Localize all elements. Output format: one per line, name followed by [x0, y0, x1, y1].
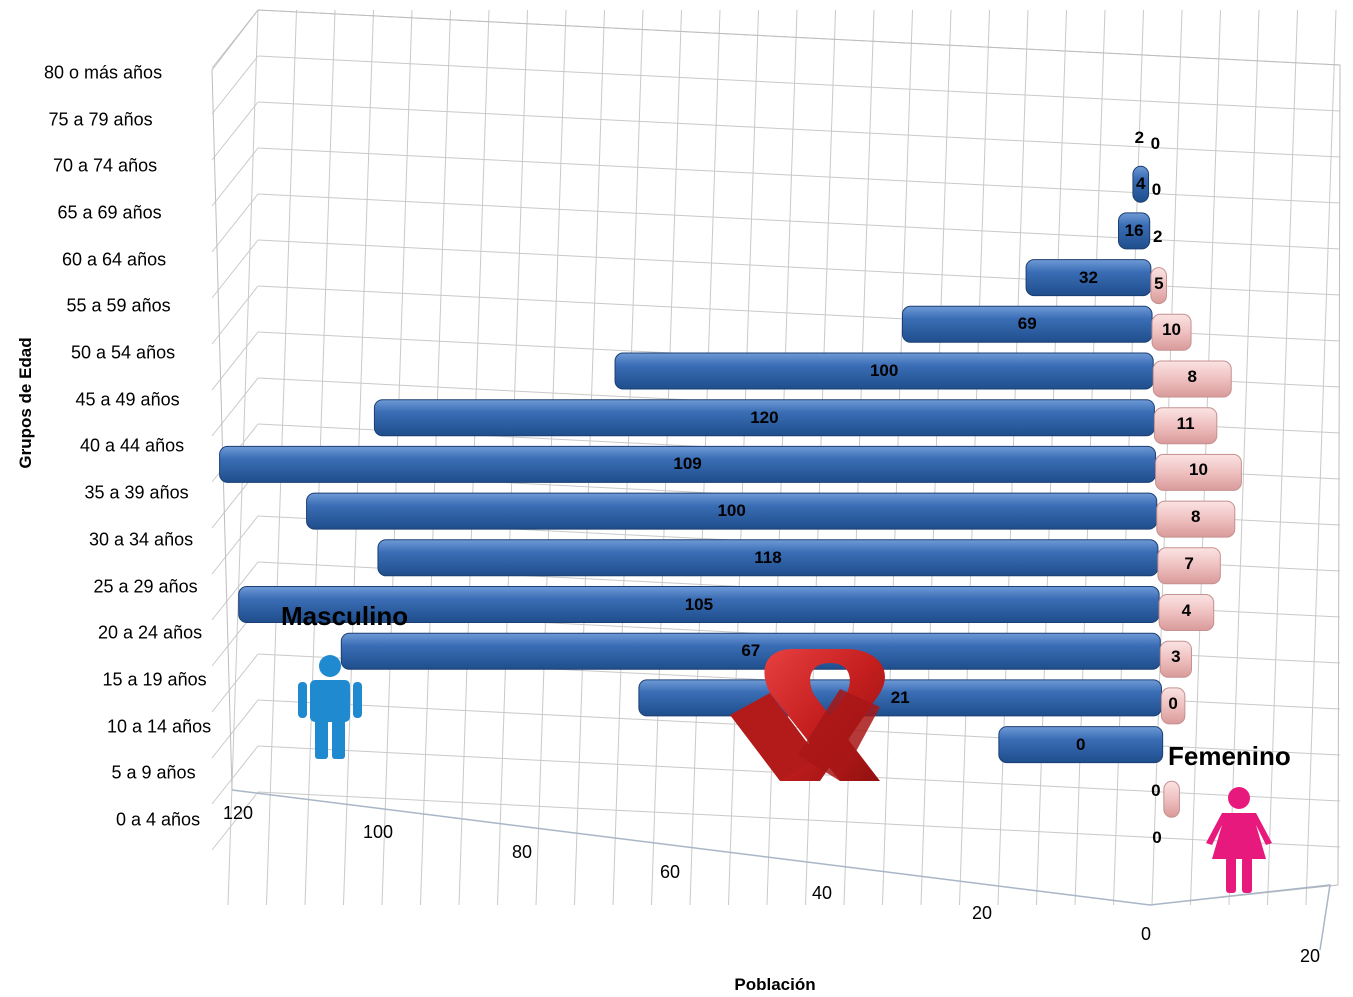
bar-femenino	[1157, 547, 1221, 585]
x-tick-label: 60	[659, 862, 681, 882]
x-tick-label: 80	[511, 842, 533, 862]
data-label-masculino: 105	[684, 594, 714, 614]
category-label: 55 a 59 años	[66, 295, 171, 316]
female-person-icon	[1206, 787, 1272, 893]
bar-masculino	[1118, 212, 1151, 250]
category-label: 80 o más años	[44, 62, 163, 83]
bars	[219, 165, 1242, 818]
legend-female-label: Femenino	[1168, 741, 1291, 771]
x-tick-label: 40	[811, 883, 833, 903]
data-label-masculino: 0	[1151, 781, 1161, 801]
data-label-femenino: 0	[1151, 180, 1162, 200]
data-label-masculino: 118	[754, 547, 782, 567]
x-tick-label: 100	[362, 822, 394, 842]
bar-femenino	[1152, 360, 1232, 398]
category-label: 10 a 14 años	[107, 716, 212, 737]
data-label-masculino: 100	[717, 501, 746, 521]
data-label-masculino: 0	[1152, 828, 1162, 847]
category-label: 40 a 44 años	[80, 435, 185, 456]
data-label-femenino: 8	[1187, 367, 1197, 386]
red-ribbon-icon	[730, 649, 885, 781]
x-tick-label: 20	[1299, 946, 1321, 966]
data-label-femenino: 0	[1168, 693, 1178, 713]
data-label-femenino: 0	[1150, 133, 1161, 153]
data-label-masculino: 109	[673, 454, 702, 474]
bar-femenino	[1150, 267, 1167, 305]
data-label-masculino: 67	[741, 641, 761, 661]
data-label-masculino: 2	[1134, 127, 1145, 147]
bar-masculino	[1132, 165, 1150, 203]
data-label-femenino: 2	[1152, 226, 1163, 246]
category-label: 65 a 69 años	[57, 202, 162, 223]
bar-femenino	[1153, 407, 1218, 445]
bar-femenino	[1156, 500, 1236, 538]
category-label: 75 a 79 años	[48, 109, 153, 129]
category-label: 60 a 64 años	[62, 249, 167, 270]
data-label-masculino: 100	[869, 361, 899, 380]
category-label: 50 a 54 años	[71, 342, 176, 363]
male-person-icon	[298, 655, 362, 759]
data-label-masculino: 32	[1079, 267, 1098, 287]
y-axis-title: Grupos de Edad	[16, 337, 35, 469]
data-label-femenino: 8	[1191, 507, 1201, 527]
category-label: 5 a 9 años	[111, 762, 196, 783]
bar-femenino	[1155, 453, 1242, 491]
bar-femenino	[1159, 640, 1192, 678]
category-label: 20 a 24 años	[98, 622, 203, 643]
data-label-femenino: 10	[1189, 460, 1208, 480]
x-tick-label: 0	[1140, 924, 1152, 944]
data-label-femenino: 7	[1184, 553, 1194, 573]
bar-femenino	[1160, 687, 1186, 725]
category-label: 0 a 4 años	[116, 809, 201, 830]
data-label-masculino: 21	[890, 687, 910, 707]
data-label-masculino: 69	[1017, 314, 1037, 334]
x-tick-label: 20	[971, 903, 993, 923]
data-label-femenino: 11	[1176, 413, 1195, 433]
legend-male-label: Masculino	[281, 601, 409, 631]
x-tick-label: 120	[222, 803, 254, 823]
bar-femenino	[1163, 780, 1180, 818]
bar-femenino	[1151, 313, 1192, 351]
bar-masculino	[998, 726, 1164, 764]
data-label-femenino: 3	[1171, 647, 1181, 667]
category-label: 15 a 19 años	[102, 669, 207, 690]
category-label: 35 a 39 años	[84, 482, 189, 503]
category-label: 25 a 29 años	[93, 576, 198, 596]
data-label-masculino: 0	[1076, 734, 1086, 754]
data-label-femenino: 10	[1162, 320, 1182, 340]
category-label: 45 a 49 años	[75, 389, 180, 410]
bar-femenino	[1158, 594, 1215, 631]
data-label-masculino: 120	[750, 407, 779, 427]
x-axis-title: Población	[734, 975, 816, 994]
data-label-femenino: 5	[1154, 273, 1164, 293]
category-label: 70 a 74 años	[53, 155, 158, 176]
data-label-femenino: 4	[1181, 600, 1192, 620]
data-label-masculino: 4	[1135, 174, 1146, 194]
category-label: 30 a 34 años	[89, 529, 194, 550]
data-label-masculino: 16	[1124, 220, 1144, 240]
